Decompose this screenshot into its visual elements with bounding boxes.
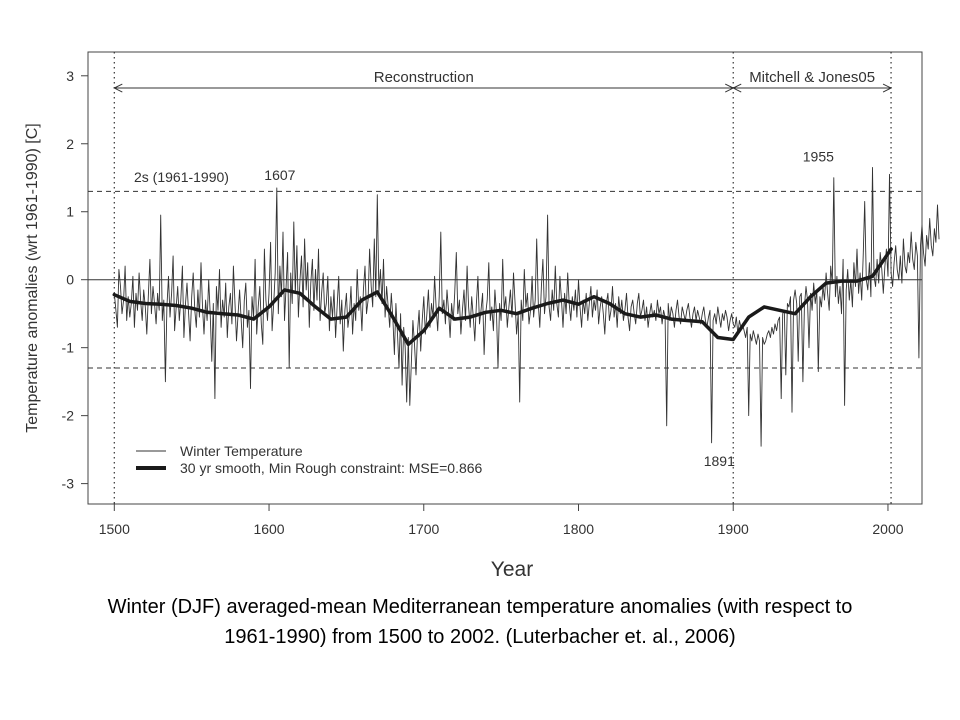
y-tick-label-0: 0 (66, 272, 74, 288)
legend: Winter Temperature 30 yr smooth, Min Rou… (136, 443, 483, 476)
series-layer (112, 167, 940, 447)
period-label-reconstruction: Reconstruction (374, 69, 474, 86)
reference-lines (88, 190, 922, 369)
x-tick-label-1500: 1500 (99, 521, 130, 537)
series-line-winter-temperature (113, 167, 940, 447)
y-tick-label-3: 3 (66, 68, 74, 84)
y-axis-label: Temperature anomalies (wrt 1961-1990) [C… (24, 123, 41, 432)
x-axis: 1500 1600 1700 1800 1900 2000 (99, 504, 904, 537)
y-tick-label--3: -3 (62, 476, 75, 492)
y-tick-label--2: -2 (62, 408, 75, 424)
period-label-mitchell-jones05: Mitchell & Jones05 (749, 69, 875, 86)
y-tick-label-2: 2 (66, 136, 74, 152)
period-arrow-head-right-mitchell-jones05 (882, 83, 893, 93)
y-tick-label--1: -1 (62, 340, 75, 356)
temperature-anomaly-chart: Reconstruction Mitchell & Jones05 1607 195… (24, 51, 940, 581)
figure-caption: Winter (DJF) averaged-mean Mediterranean… (0, 592, 960, 652)
period-arrow-head-left-mitchell-jones05 (732, 83, 742, 93)
period-marker-lines (113, 52, 892, 504)
annotation-1607: 1607 (264, 167, 295, 183)
x-tick-label-2000: 2000 (872, 521, 903, 537)
two-sigma-label: 2s (1961-1990) (134, 169, 229, 185)
annotation-1891: 1891 (704, 453, 735, 469)
x-tick-label-1600: 1600 (253, 521, 284, 537)
caption-line-1: Winter (DJF) averaged-mean Mediterranean… (107, 596, 853, 618)
annotation-1955: 1955 (803, 149, 834, 165)
x-tick-label-1700: 1700 (408, 521, 439, 537)
x-tick-label-1900: 1900 (718, 521, 749, 537)
y-axis: -3 -2 -1 0 1 2 3 (62, 68, 88, 492)
period-arrow-head-left-reconstruction (113, 83, 123, 93)
plot-frame (87, 51, 923, 505)
x-tick-label-1800: 1800 (563, 521, 594, 537)
series-line-30yr-smooth (112, 247, 893, 347)
caption-line-2: 1961-1990) from 1500 to 2002. (Luterbach… (224, 626, 736, 648)
annotation-layer: 1607 1955 1891 (264, 149, 834, 470)
period-arrows: Reconstruction Mitchell & Jones05 (113, 69, 893, 93)
y-tick-label-1: 1 (66, 204, 74, 220)
legend-label-30yr-smooth: 30 yr smooth, Min Rough constraint: MSE=… (180, 460, 483, 476)
legend-label-winter-temperature: Winter Temperature (180, 443, 303, 459)
x-axis-label: Year (491, 558, 533, 581)
